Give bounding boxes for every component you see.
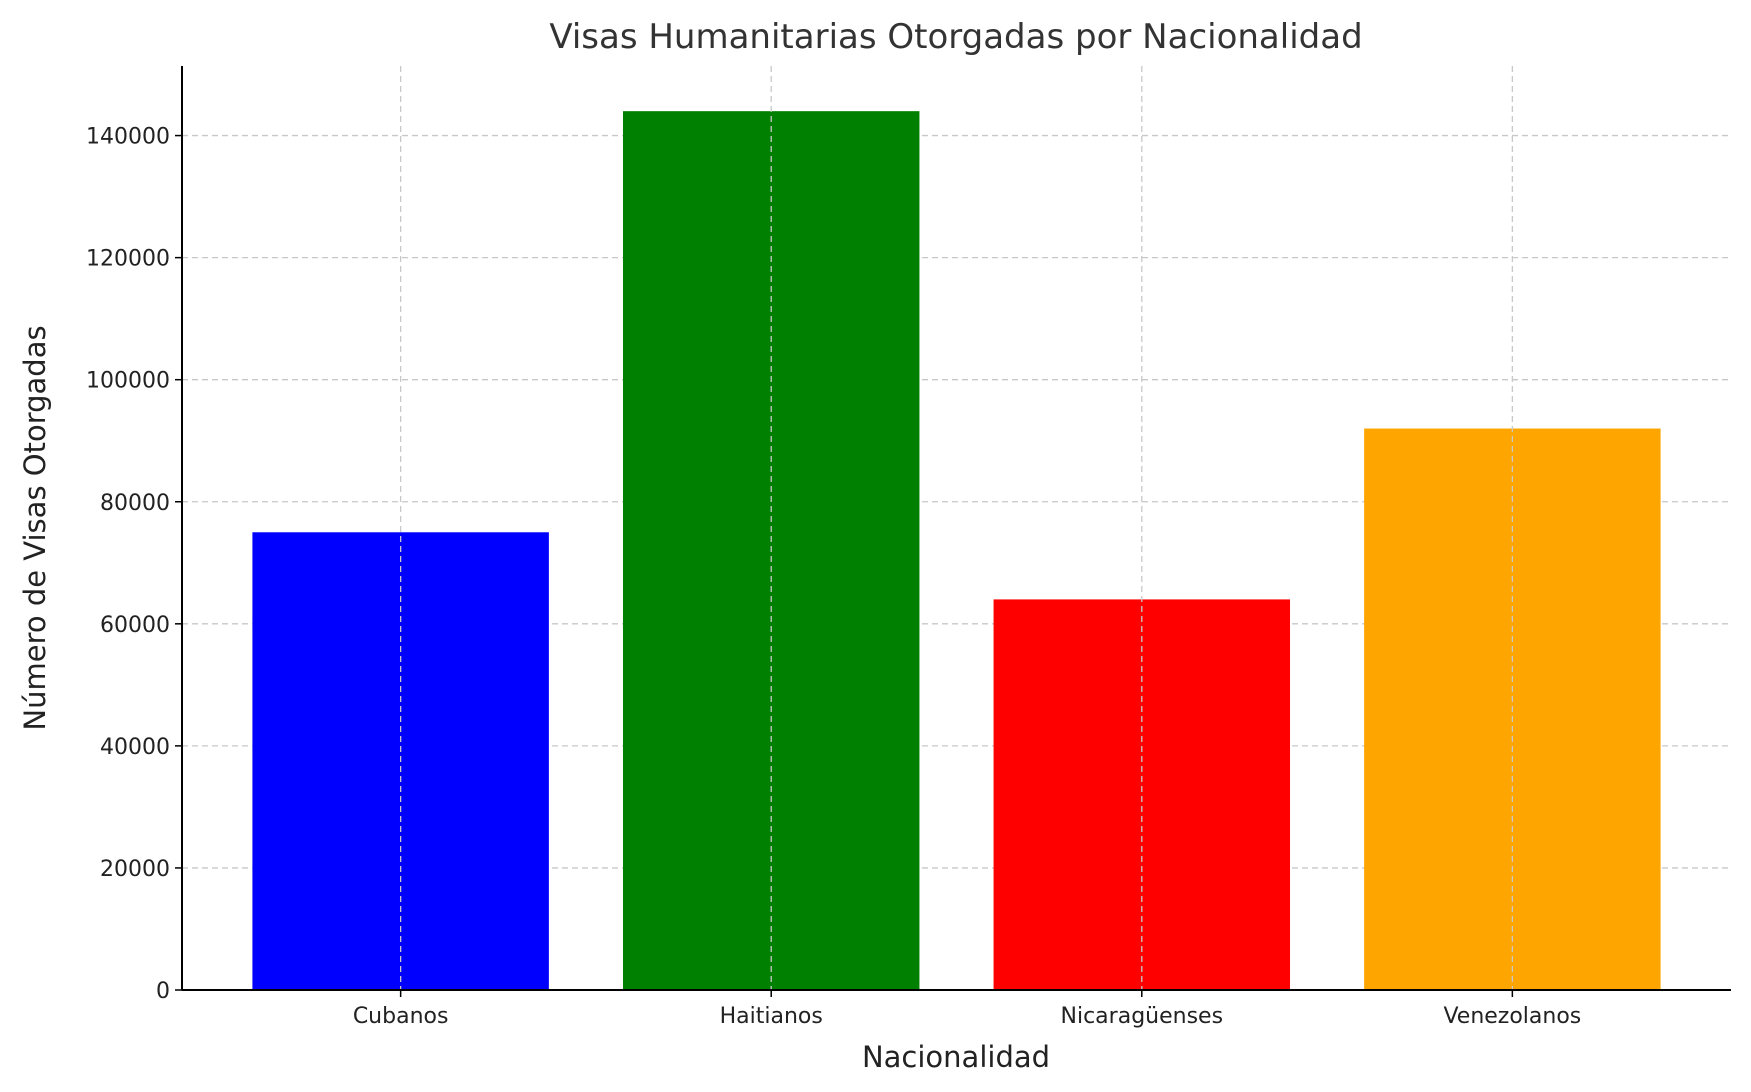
bar-nicaragüenses [993,599,1291,990]
y-tick-label: 100000 [86,369,170,394]
chart-title: Visas Humanitarias Otorgadas por Naciona… [549,17,1362,57]
y-tick-label: 80000 [100,491,170,516]
y-tick-label: 60000 [100,613,170,638]
vertical-grid [399,66,1514,990]
x-axis-label: Nacionalidad [862,1040,1050,1074]
y-tick-label: 40000 [100,735,170,760]
ticks: 0 20000 40000 60000 80000 100000 120000 140000 C… [86,125,1581,1029]
x-tick-label: Cubanos [353,1004,449,1029]
bars [252,111,1661,991]
x-tick-label: Nicaragüenses [1061,1004,1224,1029]
y-tick-label: 20000 [100,857,170,882]
y-tick-label: 120000 [86,247,170,272]
y-tick-label: 0 [156,979,170,1004]
x-tick-label: Venezolanos [1443,1004,1581,1029]
x-tick-label: Haitianos [720,1004,823,1029]
y-axis-label: Número de Visas Otorgadas [18,325,52,730]
y-tick-label: 140000 [86,125,170,150]
